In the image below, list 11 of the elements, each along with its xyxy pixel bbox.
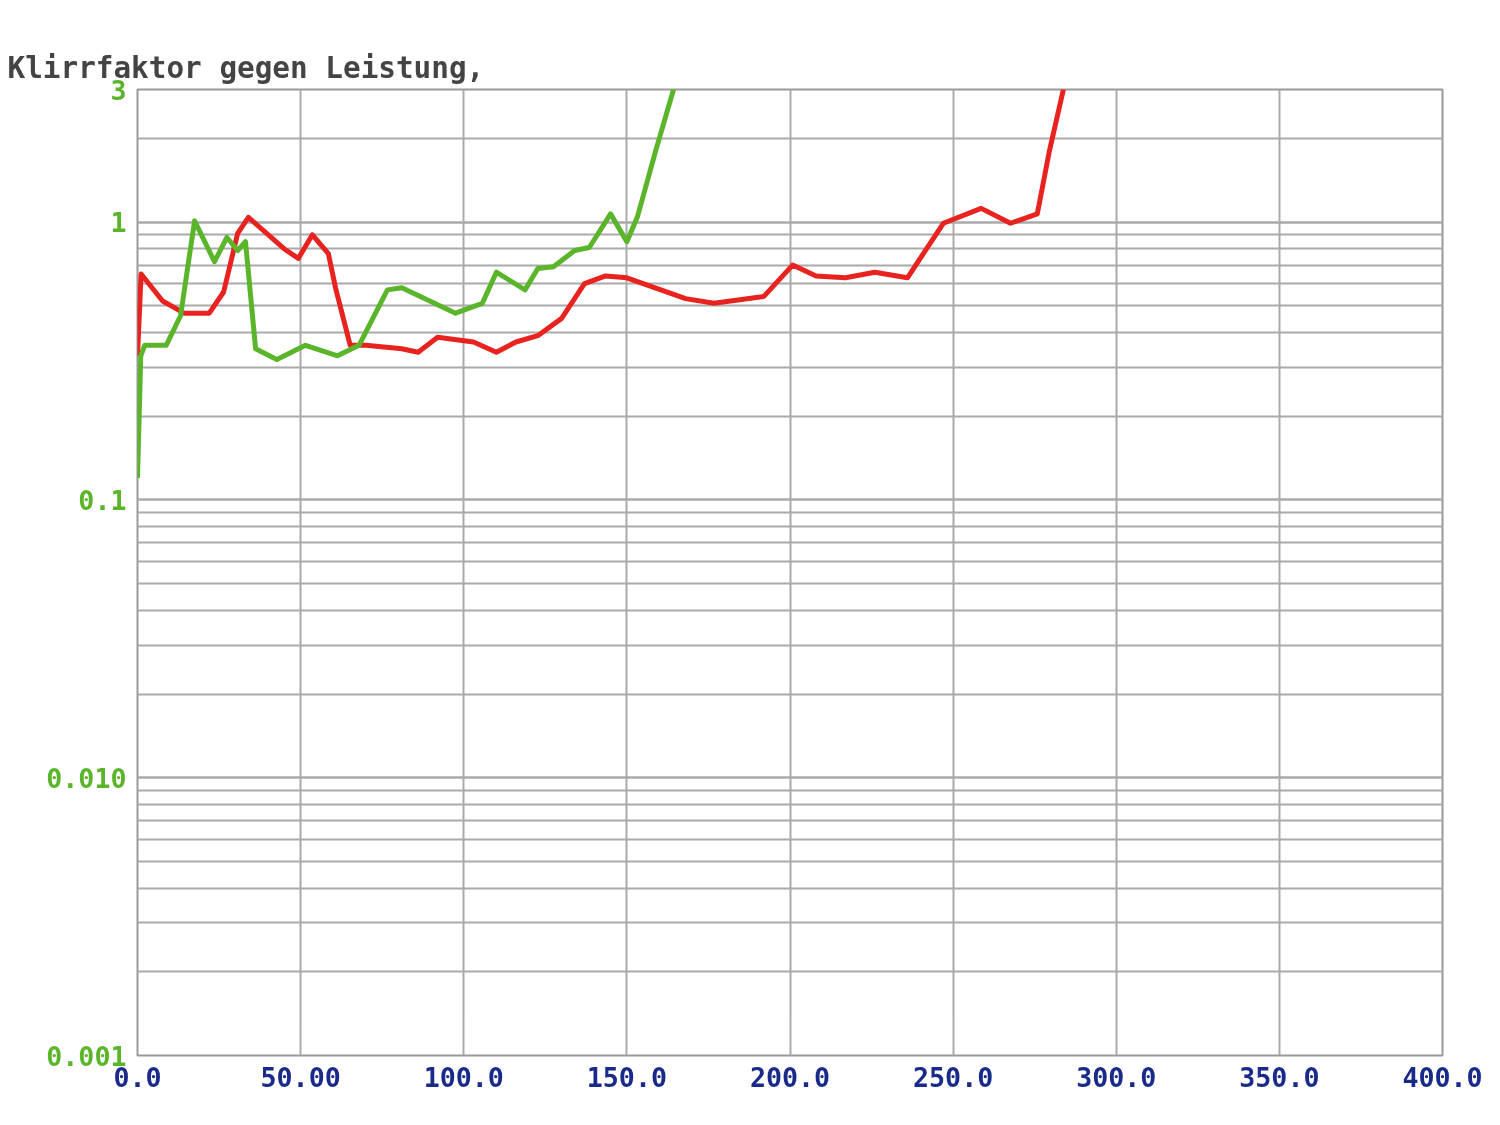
x-tick-label: 400.0 [1402,1061,1483,1093]
x-tick-label: 250.0 [913,1061,994,1093]
y-tick-label: 0.010 [46,762,127,794]
x-tick-label: 50.00 [260,1061,341,1093]
y-tick-label: 0.1 [78,484,127,516]
x-tick-label: 300.0 [1076,1061,1157,1093]
x-tick-label: 150.0 [586,1061,667,1093]
y-tick-label: 1 [110,207,127,239]
x-tick-label: 100.0 [423,1061,504,1093]
x-tick-label: 200.0 [749,1061,831,1093]
x-tick-label: 350.0 [1239,1061,1320,1093]
